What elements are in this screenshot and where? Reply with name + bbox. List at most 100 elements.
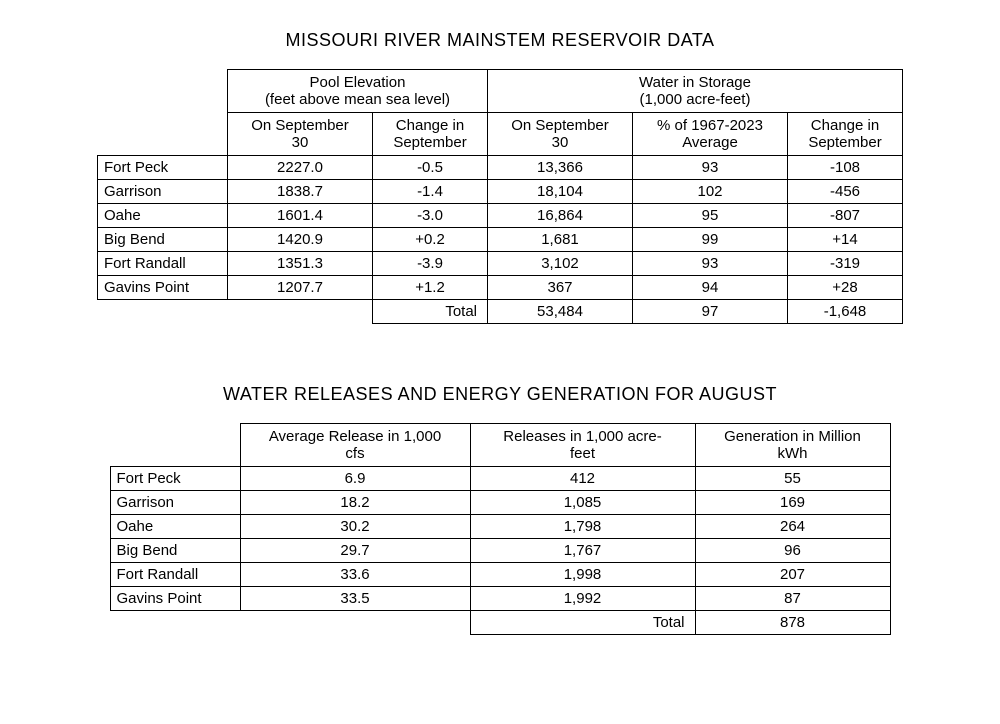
cell: 102 [633,180,788,204]
cell: 1351.3 [228,252,373,276]
label: 30 [292,134,309,151]
reservoir-data-table: Pool Elevation (feet above mean sea leve… [97,69,903,324]
label: On September [251,117,349,134]
cell: -3.0 [373,204,488,228]
cell: 96 [695,539,890,563]
col-header: % of 1967-2023 Average [633,113,788,156]
label: % of 1967-2023 [657,117,763,134]
total-cell: 878 [695,611,890,635]
table-row: Big Bend1420.9+0.21,68199+14 [98,228,903,252]
label: Change in [396,117,464,134]
cell: 99 [633,228,788,252]
col-header: Average Release in 1,000 cfs [240,424,470,467]
label: feet [570,445,595,462]
cell: 367 [488,276,633,300]
row-name: Big Bend [110,539,240,563]
table-row: Fort Peck6.941255 [110,467,890,491]
table-row: Gavins Point33.51,99287 [110,587,890,611]
cell: 264 [695,515,890,539]
col-header: On September 30 [228,113,373,156]
label: cfs [345,445,364,462]
row-name: Oahe [98,204,228,228]
cell: -1.4 [373,180,488,204]
cell: 13,366 [488,156,633,180]
cell: 30.2 [240,515,470,539]
cell: 1,767 [470,539,695,563]
cell: 93 [633,156,788,180]
cell: -456 [788,180,903,204]
row-name: Gavins Point [98,276,228,300]
table-row: Oahe1601.4-3.016,86495-807 [98,204,903,228]
cell: 1838.7 [228,180,373,204]
table2-title: WATER RELEASES AND ENERGY GENERATION FOR… [20,384,980,405]
label: Average Release in 1,000 [269,428,441,445]
cell: 3,102 [488,252,633,276]
cell: -0.5 [373,156,488,180]
label: Pool Elevation [310,74,406,91]
col-header: Releases in 1,000 acre- feet [470,424,695,467]
label: 30 [552,134,569,151]
label: (1,000 acre-feet) [640,91,751,108]
table-row: Fort Peck2227.0-0.513,36693-108 [98,156,903,180]
water-in-storage-header: Water in Storage (1,000 acre-feet) [488,70,903,113]
cell: -807 [788,204,903,228]
cell: 1,992 [470,587,695,611]
cell: -108 [788,156,903,180]
cell: 29.7 [240,539,470,563]
cell: 412 [470,467,695,491]
row-name: Big Bend [98,228,228,252]
cell: 18,104 [488,180,633,204]
cell: -3.9 [373,252,488,276]
label: On September [511,117,609,134]
cell: +28 [788,276,903,300]
cell: 55 [695,467,890,491]
cell: 33.5 [240,587,470,611]
cell: 94 [633,276,788,300]
cell: 1,681 [488,228,633,252]
label: Average [682,134,738,151]
cell: 169 [695,491,890,515]
cell: 33.6 [240,563,470,587]
row-name: Fort Peck [98,156,228,180]
row-name: Garrison [110,491,240,515]
cell: 2227.0 [228,156,373,180]
label: September [808,134,881,151]
cell: 87 [695,587,890,611]
total-cell: 97 [633,300,788,324]
table-row: Fort Randall1351.3-3.93,10293-319 [98,252,903,276]
cell: 6.9 [240,467,470,491]
label: kWh [778,445,808,462]
table-row: Big Bend29.71,76796 [110,539,890,563]
col-header: Change in September [788,113,903,156]
cell: 1207.7 [228,276,373,300]
label: Water in Storage [639,74,751,91]
total-label: Total [470,611,695,635]
label: Generation in Million [724,428,861,445]
cell: +14 [788,228,903,252]
total-cell: -1,648 [788,300,903,324]
row-name: Garrison [98,180,228,204]
label: Releases in 1,000 acre- [503,428,661,445]
total-label: Total [373,300,488,324]
label: Change in [811,117,879,134]
cell: 1,998 [470,563,695,587]
row-name: Oahe [110,515,240,539]
cell: 207 [695,563,890,587]
label: September [393,134,466,151]
table-row: Garrison1838.7-1.418,104102-456 [98,180,903,204]
row-name: Fort Peck [110,467,240,491]
cell: -319 [788,252,903,276]
label: (feet above mean sea level) [265,91,450,108]
table-row: Fort Randall33.61,998207 [110,563,890,587]
releases-energy-table: Average Release in 1,000 cfs Releases in… [110,423,891,635]
cell: 95 [633,204,788,228]
cell: 1601.4 [228,204,373,228]
table1-title: MISSOURI RIVER MAINSTEM RESERVOIR DATA [20,30,980,51]
table-row: Garrison18.21,085169 [110,491,890,515]
cell: 16,864 [488,204,633,228]
cell: +0.2 [373,228,488,252]
cell: +1.2 [373,276,488,300]
pool-elevation-header: Pool Elevation (feet above mean sea leve… [228,70,488,113]
col-header: Change in September [373,113,488,156]
cell: 1,798 [470,515,695,539]
